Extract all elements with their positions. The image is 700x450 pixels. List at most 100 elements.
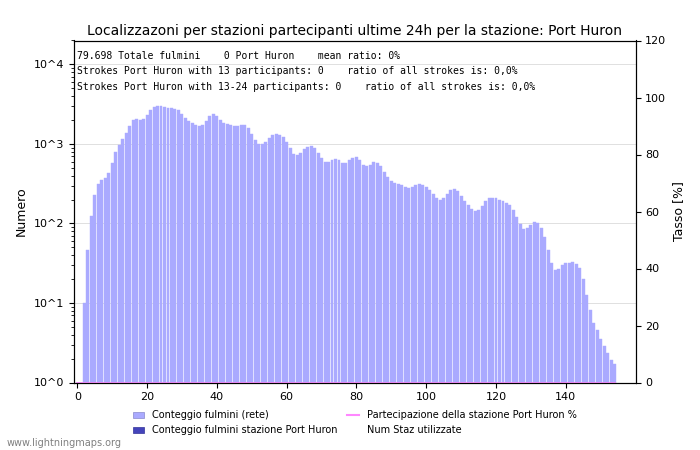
- Bar: [383, 172, 386, 450]
- Bar: [341, 163, 344, 450]
- Bar: [212, 114, 215, 450]
- Bar: [309, 146, 313, 450]
- Bar: [146, 115, 148, 450]
- Bar: [251, 134, 253, 450]
- Bar: [316, 153, 319, 450]
- Bar: [163, 107, 166, 450]
- Bar: [484, 201, 487, 450]
- Bar: [578, 268, 581, 450]
- Y-axis label: Tasso [%]: Tasso [%]: [672, 181, 685, 242]
- Bar: [344, 163, 347, 450]
- Bar: [100, 180, 103, 450]
- Bar: [288, 148, 292, 450]
- Bar: [372, 162, 375, 450]
- Bar: [135, 119, 138, 450]
- Bar: [467, 205, 470, 450]
- Bar: [247, 128, 250, 450]
- Bar: [481, 206, 484, 450]
- Bar: [494, 198, 498, 450]
- Bar: [302, 149, 306, 450]
- Bar: [323, 162, 326, 450]
- Bar: [376, 162, 379, 450]
- Bar: [153, 107, 155, 450]
- Bar: [488, 198, 491, 450]
- Bar: [453, 189, 456, 450]
- Bar: [449, 190, 452, 450]
- Bar: [603, 346, 606, 450]
- Bar: [313, 148, 316, 450]
- Bar: [592, 323, 595, 450]
- Bar: [512, 210, 515, 450]
- Bar: [285, 142, 288, 450]
- Bar: [365, 166, 368, 450]
- Bar: [219, 120, 222, 450]
- Bar: [474, 211, 477, 450]
- Bar: [613, 364, 616, 450]
- Bar: [362, 165, 365, 450]
- Bar: [337, 161, 340, 450]
- Bar: [460, 196, 463, 450]
- Bar: [244, 125, 246, 450]
- Bar: [508, 205, 512, 450]
- Bar: [606, 353, 609, 450]
- Bar: [330, 160, 333, 450]
- Bar: [181, 113, 183, 450]
- Bar: [477, 210, 480, 450]
- Bar: [519, 224, 522, 450]
- Bar: [425, 187, 428, 450]
- Bar: [428, 190, 431, 450]
- Bar: [320, 158, 323, 450]
- Bar: [610, 360, 612, 450]
- Bar: [599, 339, 602, 450]
- Bar: [522, 229, 526, 450]
- Bar: [132, 120, 134, 450]
- Bar: [83, 302, 85, 450]
- Bar: [369, 165, 372, 450]
- Bar: [351, 158, 354, 450]
- Bar: [407, 188, 410, 450]
- Bar: [386, 177, 389, 450]
- Bar: [191, 123, 194, 450]
- Bar: [188, 121, 190, 450]
- Bar: [295, 155, 299, 450]
- Bar: [390, 181, 393, 450]
- Bar: [470, 209, 473, 450]
- Bar: [529, 225, 533, 450]
- Title: Localizzazoni per stazioni partecipanti ultime 24h per la stazione: Port Huron: Localizzazoni per stazioni partecipanti …: [88, 24, 622, 38]
- Bar: [223, 123, 225, 450]
- Bar: [498, 199, 501, 450]
- Bar: [121, 139, 124, 450]
- Bar: [564, 263, 567, 450]
- Bar: [547, 250, 550, 450]
- Bar: [240, 125, 243, 450]
- Bar: [306, 147, 309, 450]
- Bar: [575, 264, 577, 450]
- Bar: [536, 223, 540, 450]
- Bar: [432, 194, 435, 450]
- Bar: [456, 191, 459, 450]
- Bar: [526, 228, 529, 450]
- Y-axis label: Numero: Numero: [15, 187, 28, 236]
- Bar: [554, 270, 556, 450]
- Bar: [446, 194, 449, 450]
- Text: Strokes Port Huron with 13-24 participants: 0    ratio of all strokes is: 0,0%: Strokes Port Huron with 13-24 participan…: [76, 81, 535, 91]
- Bar: [596, 330, 598, 450]
- Bar: [198, 126, 201, 450]
- Bar: [278, 135, 281, 450]
- Bar: [205, 121, 208, 450]
- Bar: [274, 134, 278, 450]
- Bar: [86, 250, 89, 450]
- Bar: [442, 198, 445, 450]
- Bar: [156, 106, 159, 450]
- Bar: [104, 179, 106, 450]
- Legend: Conteggio fulmini (rete), Conteggio fulmini stazione Port Huron, Partecipazione : Conteggio fulmini (rete), Conteggio fulm…: [129, 406, 580, 439]
- Bar: [149, 110, 152, 450]
- Bar: [160, 106, 162, 450]
- Bar: [125, 133, 127, 450]
- Bar: [585, 295, 588, 450]
- Bar: [568, 262, 570, 450]
- Bar: [216, 116, 218, 450]
- Bar: [260, 144, 264, 450]
- Bar: [111, 163, 113, 450]
- Bar: [557, 269, 560, 450]
